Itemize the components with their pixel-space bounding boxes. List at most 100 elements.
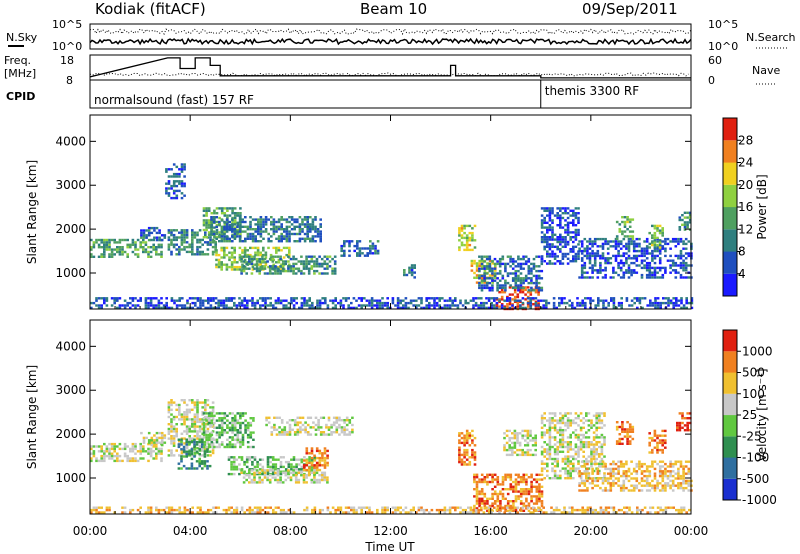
echo-cell xyxy=(509,476,513,479)
echo-cell xyxy=(218,235,221,238)
echo-cell xyxy=(145,229,148,232)
echo-cell xyxy=(551,233,554,236)
echo-cell xyxy=(244,424,247,427)
echo-cell xyxy=(305,260,308,263)
echo-cell xyxy=(578,304,582,307)
echo-cell xyxy=(506,303,509,306)
echo-cell xyxy=(300,460,304,464)
echo-cell xyxy=(233,445,237,449)
echo-cell xyxy=(303,456,306,459)
echo-cell xyxy=(654,299,657,302)
echo-cell xyxy=(486,476,489,479)
echo-cell xyxy=(519,286,523,290)
echo-cell xyxy=(595,421,598,425)
echo-cell xyxy=(591,470,594,473)
echo-cell xyxy=(183,430,186,433)
echo-cell xyxy=(241,225,244,228)
echo-cell xyxy=(95,299,98,302)
echo-cell xyxy=(501,255,505,258)
echo-cell xyxy=(537,274,541,278)
echo-cell xyxy=(478,281,481,285)
echo-cell xyxy=(543,248,546,251)
echo-cell xyxy=(648,470,652,473)
echo-cell xyxy=(268,267,272,270)
echo-cell xyxy=(266,476,269,479)
echo-cell xyxy=(496,492,500,496)
echo-cell xyxy=(305,449,309,453)
echo-cell xyxy=(188,250,191,254)
echo-cell xyxy=(443,304,447,307)
echo-cell xyxy=(522,509,526,512)
echo-cell xyxy=(183,413,186,416)
echo-cell xyxy=(619,486,623,490)
echo-cell xyxy=(178,297,181,300)
echo-cell xyxy=(574,443,578,446)
echo-cell xyxy=(337,301,340,305)
echo-cell xyxy=(597,301,600,305)
echo-cell xyxy=(167,401,171,404)
echo-cell xyxy=(158,229,161,232)
echo-cell xyxy=(475,267,479,270)
echo-cell xyxy=(238,256,242,259)
echo-cell xyxy=(118,297,122,300)
echo-cell xyxy=(532,257,536,261)
echo-cell xyxy=(185,452,188,456)
echo-cell xyxy=(420,297,423,300)
echo-cell xyxy=(264,256,268,259)
echo-cell xyxy=(508,293,512,296)
echo-cell xyxy=(185,427,189,431)
echo-cell xyxy=(483,267,486,270)
echo-cell xyxy=(524,439,527,442)
echo-cell xyxy=(345,433,349,436)
echo-cell xyxy=(254,246,257,250)
echo-cell xyxy=(238,265,242,269)
echo-cell xyxy=(368,299,371,302)
echo-cell xyxy=(656,462,659,466)
echo-cell xyxy=(643,266,646,270)
echo-cell xyxy=(248,299,252,302)
echo-cell xyxy=(325,426,328,429)
echo-cell xyxy=(443,299,447,302)
echo-cell xyxy=(196,241,199,244)
echo-cell xyxy=(566,228,570,232)
echo-cell xyxy=(559,419,562,422)
echo-cell xyxy=(288,249,291,252)
echo-cell xyxy=(244,240,247,243)
echo-cell xyxy=(551,412,554,415)
echo-cell xyxy=(238,230,242,233)
echo-cell xyxy=(572,212,575,215)
echo-cell xyxy=(519,507,523,510)
echo-cell xyxy=(292,267,295,270)
echo-cell xyxy=(268,469,272,472)
echo-cell xyxy=(315,478,319,482)
echo-cell xyxy=(236,412,240,415)
echo-cell xyxy=(233,414,237,417)
echo-cell xyxy=(396,301,400,305)
echo-cell xyxy=(420,301,423,305)
echo-cell xyxy=(297,267,301,270)
echo-cell xyxy=(279,255,282,258)
echo-cell xyxy=(259,304,262,307)
echo-cell xyxy=(144,304,148,307)
echo-cell xyxy=(236,228,240,232)
echo-cell xyxy=(318,306,322,310)
echo-cell xyxy=(152,246,155,249)
echo-cell xyxy=(635,254,639,258)
echo-cell xyxy=(565,301,569,305)
echo-cell xyxy=(622,462,626,466)
echo-cell xyxy=(363,247,367,250)
echo-cell xyxy=(240,458,244,461)
echo-cell xyxy=(215,251,218,254)
echo-cell xyxy=(358,247,362,250)
echo-cell xyxy=(534,301,538,305)
echo-cell xyxy=(92,241,96,244)
echo-cell xyxy=(574,207,578,210)
echo-cell xyxy=(685,306,688,310)
echo-cell xyxy=(501,262,505,266)
echo-cell xyxy=(147,301,150,305)
echo-cell xyxy=(602,301,605,305)
echo-cell xyxy=(92,243,96,246)
echo-cell xyxy=(131,250,135,254)
echo-cell xyxy=(602,306,605,310)
echo-cell xyxy=(152,297,155,300)
